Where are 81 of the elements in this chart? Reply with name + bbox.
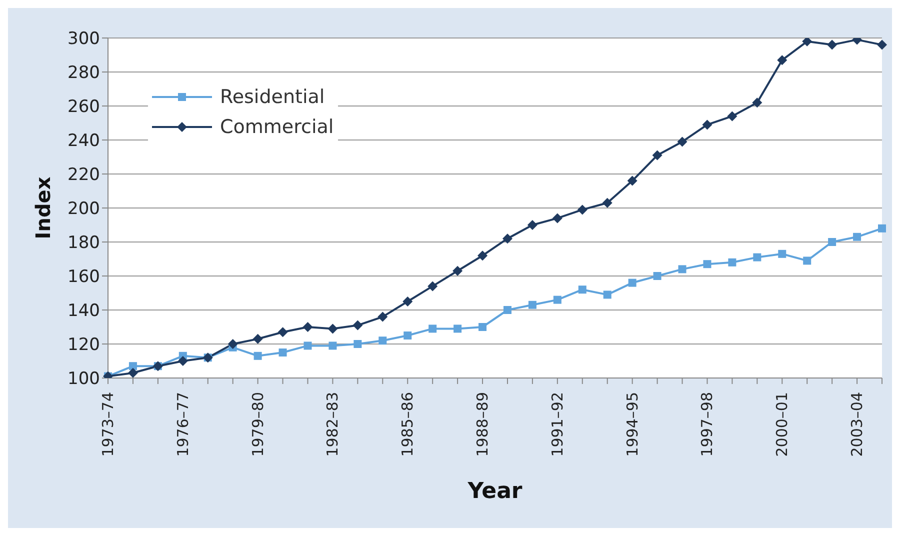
y-tick-label: 100 xyxy=(68,369,100,390)
point xyxy=(428,324,437,333)
point xyxy=(802,38,812,46)
y-tick-label: 120 xyxy=(68,335,100,356)
point xyxy=(278,348,287,356)
point xyxy=(578,286,586,294)
y-tick-label: 200 xyxy=(68,199,100,220)
point xyxy=(503,306,512,314)
x-tick-label: 1997–98 xyxy=(698,392,716,457)
point xyxy=(677,136,688,147)
x-tick-label: 1988–89 xyxy=(474,392,492,457)
point xyxy=(178,356,188,366)
point xyxy=(777,55,788,66)
point xyxy=(378,336,387,345)
point xyxy=(652,150,662,160)
x-tick-label: 1994–95 xyxy=(623,392,642,457)
point xyxy=(328,342,337,350)
point xyxy=(328,324,338,334)
point xyxy=(752,98,762,108)
point xyxy=(402,296,413,306)
point xyxy=(302,322,313,332)
y-tick-label: 280 xyxy=(68,63,100,84)
point xyxy=(502,234,512,244)
point xyxy=(602,198,612,208)
point xyxy=(678,265,686,274)
point xyxy=(352,320,363,330)
x-tick-label: 2000–01 xyxy=(773,392,792,457)
point xyxy=(653,272,662,280)
point xyxy=(703,260,712,268)
x-axis-title: Year xyxy=(466,479,522,504)
point xyxy=(628,278,636,287)
point xyxy=(252,334,263,344)
y-tick-label: 180 xyxy=(68,233,100,254)
point xyxy=(728,258,736,266)
point xyxy=(128,362,137,370)
x-tick-label: 1991–92 xyxy=(548,392,566,457)
point xyxy=(803,256,812,265)
point xyxy=(478,250,488,261)
x-tick-label: 1982–83 xyxy=(324,392,342,457)
point xyxy=(727,111,738,122)
point xyxy=(404,332,412,340)
point xyxy=(254,352,262,360)
point xyxy=(577,204,588,215)
point xyxy=(428,281,438,292)
y-axis-title: Index xyxy=(31,176,56,240)
point xyxy=(528,300,536,309)
point xyxy=(128,368,138,378)
point xyxy=(378,312,388,322)
point xyxy=(603,290,612,299)
point xyxy=(878,224,886,232)
point xyxy=(553,296,562,304)
point xyxy=(354,340,362,348)
point xyxy=(304,342,312,350)
point xyxy=(527,220,538,230)
x-tick-label: 1979–80 xyxy=(248,392,267,457)
y-tick-label: 260 xyxy=(68,97,100,118)
point xyxy=(827,40,838,50)
y-tick-label: 220 xyxy=(68,165,100,186)
point xyxy=(877,40,887,50)
y-tick-label: 240 xyxy=(68,131,100,152)
y-tick-label: 160 xyxy=(68,267,100,288)
x-tick-label: 2003–04 xyxy=(848,392,866,457)
point xyxy=(278,327,288,338)
point xyxy=(853,232,862,241)
x-tick-label: 1973–74 xyxy=(99,392,117,457)
legend-label: Residential xyxy=(220,85,325,110)
x-tick-label: 1985–86 xyxy=(398,392,417,457)
point xyxy=(552,213,562,224)
point xyxy=(452,266,463,276)
point xyxy=(478,323,487,331)
y-tick-label: 140 xyxy=(68,301,100,322)
x-tick-label: 1976–77 xyxy=(174,392,192,457)
point xyxy=(454,324,462,333)
point xyxy=(828,238,836,246)
y-tick-label: 300 xyxy=(68,29,100,50)
point xyxy=(627,176,638,186)
legend-label: Commercial xyxy=(220,115,334,140)
point xyxy=(702,120,712,130)
point xyxy=(778,250,786,258)
point xyxy=(228,339,238,349)
point xyxy=(753,253,762,262)
